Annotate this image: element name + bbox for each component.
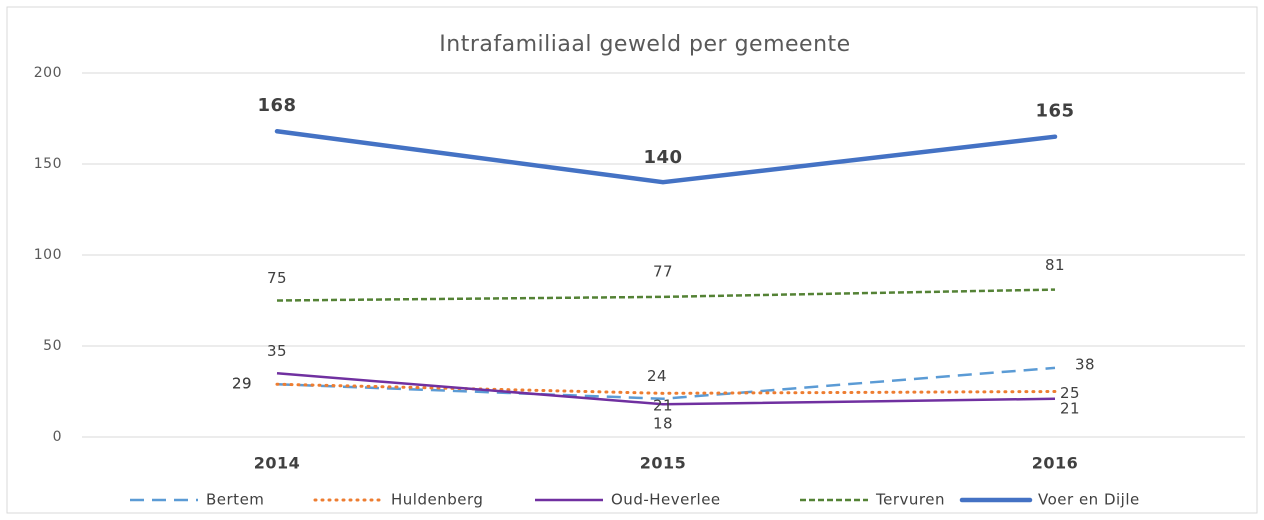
- x-tick-label: 2016: [1032, 454, 1079, 473]
- legend-label: Voer en Dijle: [1038, 491, 1140, 509]
- data-label: 38: [1075, 355, 1095, 373]
- x-tick-label: 2014: [254, 454, 301, 473]
- series-line: [276, 366, 1056, 401]
- chart-title: Intrafamiliaal geweld per gemeente: [439, 32, 850, 57]
- data-label: 75: [267, 269, 287, 287]
- data-label: 29: [232, 375, 252, 393]
- legend-label: Bertem: [206, 491, 264, 509]
- y-tick-label: 100: [34, 247, 62, 263]
- data-label: 77: [653, 262, 673, 280]
- data-label: 21: [1060, 399, 1080, 417]
- data-label: 25: [1060, 384, 1080, 402]
- chart-border: [6, 6, 1258, 514]
- series-line: [275, 382, 1057, 395]
- data-label: 21: [653, 396, 673, 414]
- y-tick-label: 200: [34, 65, 62, 81]
- data-label: 24: [647, 367, 667, 385]
- y-tick-label: 0: [53, 429, 62, 445]
- series-line: [276, 288, 1056, 302]
- data-label: 35: [267, 342, 287, 360]
- series-line: [276, 372, 1056, 406]
- x-tick-label: 2015: [640, 454, 687, 473]
- legend-label: Oud-Heverlee: [611, 491, 721, 509]
- legend-label: Huldenberg: [391, 491, 483, 509]
- y-tick-label: 150: [34, 156, 62, 172]
- data-label: 81: [1045, 256, 1065, 274]
- data-label: 18: [653, 415, 673, 433]
- data-label: 165: [1035, 101, 1074, 122]
- y-tick-label: 50: [43, 338, 62, 354]
- legend-label: Tervuren: [875, 491, 945, 509]
- series-line: [274, 128, 1058, 185]
- data-label: 140: [643, 147, 682, 168]
- data-label: 168: [257, 95, 296, 116]
- data-label: 29: [232, 375, 252, 393]
